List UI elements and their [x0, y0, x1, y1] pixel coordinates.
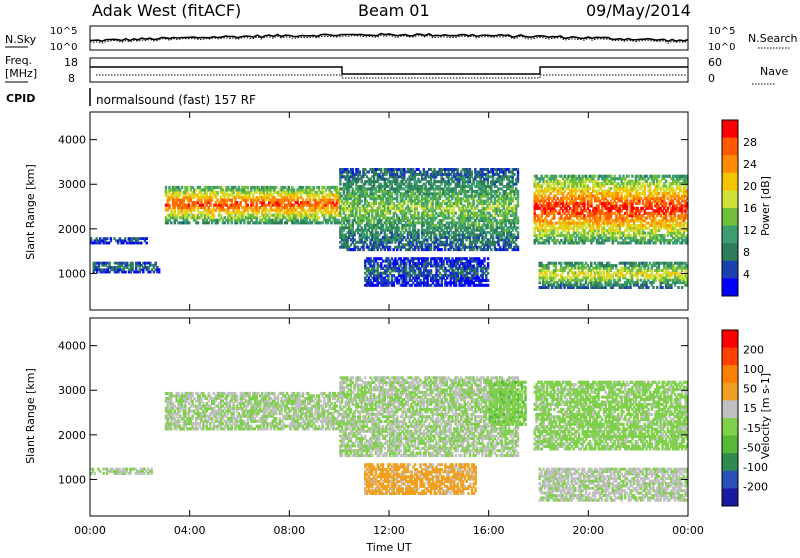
heatmap-cell [517, 226, 519, 229]
power-heatmap [90, 168, 689, 289]
heatmap-cell [517, 231, 519, 234]
freq-label-1: Freq. [5, 54, 32, 67]
noise-right-bottom: 10^0 [708, 42, 735, 53]
nave-line [96, 75, 686, 78]
heatmap-cell [487, 262, 489, 265]
heatmap-cell [490, 248, 492, 251]
cpid-label: CPID [6, 92, 35, 105]
heatmap-cell [417, 212, 419, 215]
heatmap-cell [124, 237, 126, 240]
freq-line [90, 67, 688, 74]
heatmap-cell [188, 221, 190, 224]
heatmap-cell [158, 268, 160, 271]
heatmap-cell [487, 279, 489, 282]
heatmap-cell [318, 186, 320, 189]
cpid-text: normalsound (fast) 157 RF [96, 93, 256, 107]
heatmap-cell [170, 221, 172, 224]
heatmap-cell [471, 171, 473, 174]
freq-left-bottom: 8 [68, 72, 75, 85]
heatmap-cell [430, 269, 432, 272]
freq-left-top: 18 [64, 56, 78, 69]
station-title: Adak West (fitACF) [92, 1, 241, 20]
heatmap-cell [197, 221, 199, 224]
heatmap-cell [168, 204, 170, 207]
date-title: 09/May/2014 [586, 1, 691, 20]
nave-label: Nave [760, 65, 788, 78]
nsky-label: N.Sky [5, 33, 37, 46]
freq-panel-frame [90, 58, 688, 82]
heatmap-cell [165, 186, 167, 189]
heatmap-cell [487, 272, 489, 275]
heatmap-cell [487, 284, 489, 287]
heatmap-cell [513, 173, 515, 176]
heatmap-cell [455, 212, 457, 215]
heatmap-cell [313, 186, 315, 189]
nsearch-label: N.Search [748, 32, 798, 45]
heatmap-cell [426, 257, 428, 260]
heatmap-cell [318, 216, 320, 219]
heatmap-cell [140, 242, 142, 245]
freq-right-bottom: 0 [708, 72, 715, 85]
heatmap-cell [352, 168, 354, 171]
heatmap-cell [108, 262, 110, 265]
heatmap-cell [247, 186, 249, 189]
freq-right-top: 60 [708, 56, 722, 69]
heatmap-cell [435, 234, 437, 237]
heatmap-cell [398, 226, 400, 229]
beam-title: Beam 01 [358, 1, 430, 20]
heatmap-cell [380, 168, 382, 171]
heatmap-cell [456, 168, 458, 171]
heatmap-cell [181, 186, 183, 189]
heatmap-cell [361, 200, 363, 203]
noise-sky-line [90, 34, 688, 42]
heatmap-cell [146, 242, 148, 245]
heatmap-cell [106, 237, 108, 240]
heatmap-cell [417, 229, 419, 232]
heatmap-cell [337, 219, 339, 222]
heatmap-cell [110, 237, 112, 240]
heatmap-cell [440, 248, 442, 251]
heatmap-cell [186, 186, 188, 189]
heatmap-cell [483, 257, 485, 260]
heatmap-cell [131, 262, 133, 265]
heatmap-cell [517, 168, 519, 171]
heatmap-cell [389, 246, 391, 249]
heatmap-cell [359, 171, 361, 174]
freq-label-2: [MHz] [5, 67, 37, 80]
heatmap-cell [517, 217, 519, 220]
heatmap-cell [213, 214, 215, 217]
heatmap-cell [216, 191, 218, 194]
heatmap-cell [517, 246, 519, 249]
heatmap-cell [124, 271, 126, 274]
heatmap-cell [146, 237, 148, 240]
heatmap-cell [517, 190, 519, 193]
noise-right-top: 10^5 [708, 26, 735, 37]
heatmap-cell [275, 186, 277, 189]
noise-left-top: 10^5 [50, 26, 77, 37]
noise-left-bottom: 10^0 [50, 42, 77, 53]
heatmap-cell [220, 214, 222, 217]
heatmap-cell [555, 175, 557, 178]
heatmap-cell [155, 262, 157, 265]
noise-search-line [90, 35, 688, 43]
heatmap-cell [487, 257, 489, 260]
